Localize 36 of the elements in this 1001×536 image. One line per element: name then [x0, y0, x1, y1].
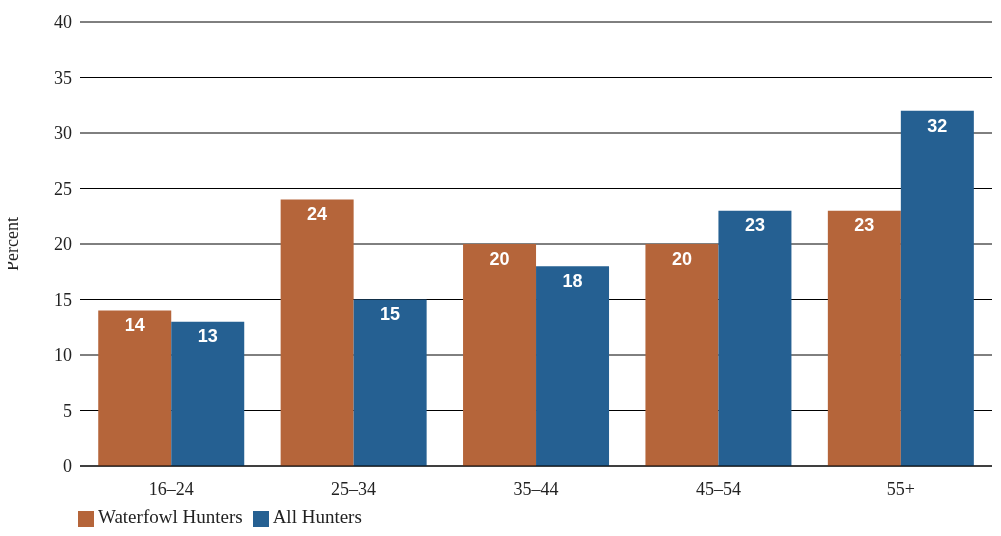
x-tick-label: 16–24	[148, 478, 194, 499]
bar	[171, 321, 245, 466]
bar	[827, 210, 901, 466]
y-tick-label: 30	[54, 123, 72, 144]
data-label: 24	[307, 204, 328, 225]
data-label: 23	[854, 215, 875, 236]
bar	[280, 199, 354, 466]
y-tick-label: 20	[54, 234, 72, 255]
x-tick-label: 55+	[886, 478, 915, 499]
data-label: 14	[124, 315, 145, 336]
y-tick-label: 10	[54, 345, 72, 366]
data-label: 20	[489, 248, 510, 269]
y-tick-label: 35	[54, 67, 72, 88]
y-tick-label: 0	[63, 456, 72, 477]
bar	[645, 244, 719, 466]
bar	[718, 210, 792, 466]
bar	[353, 299, 427, 466]
legend-label: Waterfowl Hunters	[98, 506, 243, 527]
data-label: 32	[927, 115, 948, 136]
x-tick-label: 35–44	[513, 478, 559, 499]
data-label: 23	[744, 215, 765, 236]
bar	[900, 110, 974, 466]
data-label: 18	[562, 270, 583, 291]
y-tick-label: 25	[54, 178, 72, 199]
legend-label: All Hunters	[272, 506, 362, 527]
bar	[98, 310, 172, 466]
data-label: 15	[380, 304, 401, 325]
data-label: 20	[671, 248, 692, 269]
x-tick-label: 45–54	[695, 478, 741, 499]
bar	[463, 244, 537, 466]
y-tick-label: 5	[63, 400, 72, 421]
data-label: 13	[197, 326, 218, 347]
y-tick-label: 40	[54, 12, 72, 33]
x-tick-label: 25–34	[331, 478, 377, 499]
y-tick-label: 15	[54, 289, 72, 310]
bar	[536, 266, 610, 466]
